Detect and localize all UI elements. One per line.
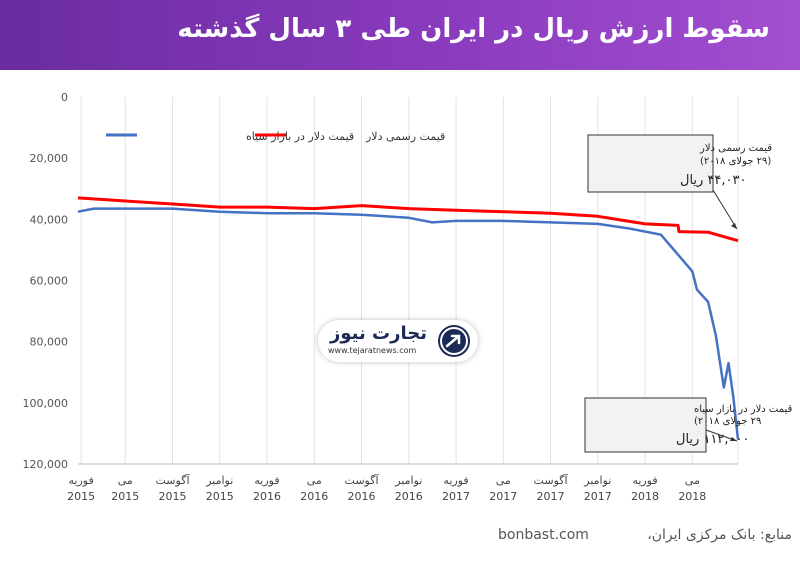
x-tick-year-1: 2015 <box>111 490 139 503</box>
x-tick-year-4: 2016 <box>253 490 281 503</box>
x-tick-year-3: 2015 <box>206 490 234 503</box>
annotation-black-market-value: ۱۱۲,۰۰۰ ریال <box>676 432 749 447</box>
footer-source: منابع: بانک مرکزی ایران، <box>647 527 792 543</box>
x-tick-month-2: آگوست <box>156 473 191 487</box>
logo-arrow-icon <box>438 325 470 357</box>
x-tick-month-8: فوریه <box>443 474 468 487</box>
x-tick-month-7: نوامبر <box>394 474 422 487</box>
legend-label-official: قیمت رسمی دلار <box>365 130 445 143</box>
x-tick-year-11: 2017 <box>584 490 612 503</box>
chart-series <box>77 196 740 440</box>
x-tick-month-9: می <box>496 474 511 487</box>
x-tick-year-10: 2017 <box>537 490 565 503</box>
y-tick-label-0: 0 <box>61 91 68 104</box>
annotation-official-rate: قیمت رسمی دلار (۲۹ جولای ۲۰۱۸) ۴۴,۰۳۰ ری… <box>587 134 772 230</box>
x-tick-month-13: می <box>685 474 700 487</box>
y-axis-ticks: 0 20,000 40,000 60,000 80,000 100,000 120,000 <box>23 91 69 471</box>
x-tick-month-10: آگوست <box>534 473 569 487</box>
x-tick-month-5: می <box>307 474 322 487</box>
logo-name: تجارت نیوز <box>330 323 427 344</box>
y-tick-label-2: 40,000 <box>30 213 69 226</box>
annotation-black-market-box <box>584 397 707 453</box>
x-tick-year-6: 2016 <box>348 490 376 503</box>
y-tick-label-6: 120,000 <box>23 458 69 471</box>
page-title: سقوط ارزش ریال در ایران طی ۳ سال گذشته <box>177 14 770 44</box>
annotation-black-market-arrowhead <box>730 437 737 441</box>
x-tick-year-0: 2015 <box>67 490 95 503</box>
tejarat-news-logo: تجارت نیوز www.tejaratnews.com <box>318 320 478 362</box>
annotation-official-leader <box>712 189 738 230</box>
header-banner: سقوط ارزش ریال در ایران طی ۳ سال گذشته <box>0 0 800 70</box>
annotation-official-box <box>587 134 714 193</box>
x-tick-month-11: نوامبر <box>583 474 611 487</box>
x-tick-year-13: 2018 <box>678 490 706 503</box>
x-tick-month-12: فوریه <box>632 474 657 487</box>
series-line-1 <box>77 207 740 440</box>
annotation-black-market: قیمت دلار در بازار سیاه ۲۹ جولای ۲۰۱۸) ۱… <box>584 397 793 453</box>
annotation-official-value: ۴۴,۰۳۰ ریال <box>680 173 746 188</box>
annotation-black-market-line2: ۲۹ جولای ۲۰۱۸) <box>694 416 761 427</box>
y-tick-label-4: 80,000 <box>30 336 69 349</box>
legend-label-black-market: قیمت دلار در بازار سیاه <box>246 130 354 143</box>
x-tick-month-4: فوریه <box>254 474 279 487</box>
series-line-0 <box>77 196 739 243</box>
footer-site: bonbast.com <box>498 527 589 543</box>
annotation-black-market-line1: قیمت دلار در بازار سیاه <box>694 404 793 415</box>
x-tick-year-12: 2018 <box>631 490 659 503</box>
x-tick-month-0: فوریه <box>69 474 94 487</box>
y-tick-label-3: 60,000 <box>30 275 69 288</box>
x-tick-month-3: نوامبر <box>205 474 233 487</box>
logo-url: www.tejaratnews.com <box>328 346 417 355</box>
legend: قیمت دلار در بازار سیاه قیمت رسمی دلار <box>106 130 445 143</box>
x-tick-year-8: 2017 <box>442 490 470 503</box>
x-tick-year-9: 2017 <box>489 490 517 503</box>
annotation-official-line2: (۲۹ جولای ۲۰۱۸) <box>700 156 771 167</box>
y-tick-label-1: 20,000 <box>30 152 69 165</box>
x-axis-ticks: فوریه 2015 می 2015 آگوست 2015 نوامبر 2015 فوریه 2… <box>67 473 706 503</box>
annotation-official-line1: قیمت رسمی دلار <box>699 143 772 154</box>
chart: 020,00040,00060,00080,000100,000120,000 … <box>23 91 793 503</box>
annotation-official-arrowhead <box>731 223 737 229</box>
x-tick-year-2: 2015 <box>159 490 187 503</box>
x-tick-month-1: می <box>118 474 133 487</box>
y-tick-label-5: 100,000 <box>23 397 69 410</box>
x-tick-year-5: 2016 <box>300 490 328 503</box>
x-tick-year-7: 2016 <box>395 490 423 503</box>
x-tick-month-6: آگوست <box>345 473 380 487</box>
